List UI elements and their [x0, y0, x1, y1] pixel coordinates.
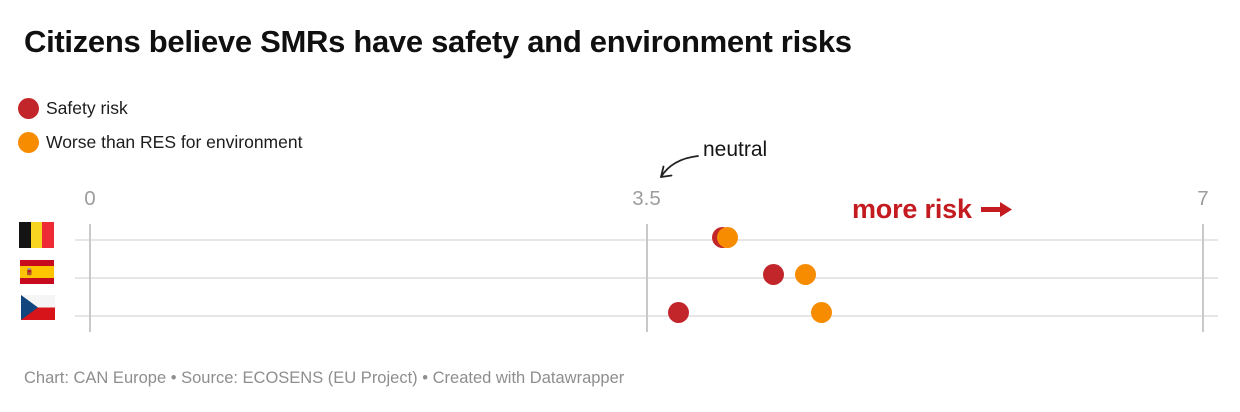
dot-worse-than-res-for-environment-spain[interactable] [795, 264, 816, 285]
dot-worse-than-res-for-environment-belgium[interactable] [717, 226, 739, 248]
dot-safety-risk-czechia[interactable] [667, 302, 689, 323]
x-tick-line-0 [89, 224, 91, 332]
flag-czechia-icon [21, 295, 55, 320]
more-risk-annotation: more risk [852, 194, 1013, 225]
right-arrow-icon [980, 202, 1012, 217]
red-dot-icon [18, 98, 39, 119]
x-tick-label-3.5: 3.5 [632, 187, 661, 210]
dot-safety-risk-spain[interactable] [763, 264, 785, 285]
x-tick-line-7 [1202, 224, 1204, 332]
flag-belgium-icon [19, 222, 54, 248]
legend-label-environment: Worse than RES for environment [46, 132, 303, 152]
x-tick-label-0: 0 [84, 187, 96, 210]
legend-label-safety-risk: Safety risk [46, 98, 128, 118]
chart-title: Citizens believe SMRs have safety and en… [24, 24, 852, 59]
x-tick-label-7: 7 [1197, 187, 1209, 210]
x-tick-line-3.5 [645, 224, 648, 332]
legend-item-environment: Worse than RES for environment [18, 132, 302, 153]
footer-attribution: Chart: CAN Europe • Source: ECOSENS (EU … [24, 369, 625, 387]
orange-dot-icon [18, 132, 39, 153]
flag-spain-icon [20, 260, 54, 284]
dot-worse-than-res-for-environment-czechia[interactable] [810, 302, 832, 323]
legend-item-safety-risk: Safety risk [18, 98, 128, 119]
curved-arrow-icon [660, 155, 699, 178]
more-risk-label: more risk [852, 194, 972, 224]
neutral-annotation-label: neutral [703, 138, 768, 161]
